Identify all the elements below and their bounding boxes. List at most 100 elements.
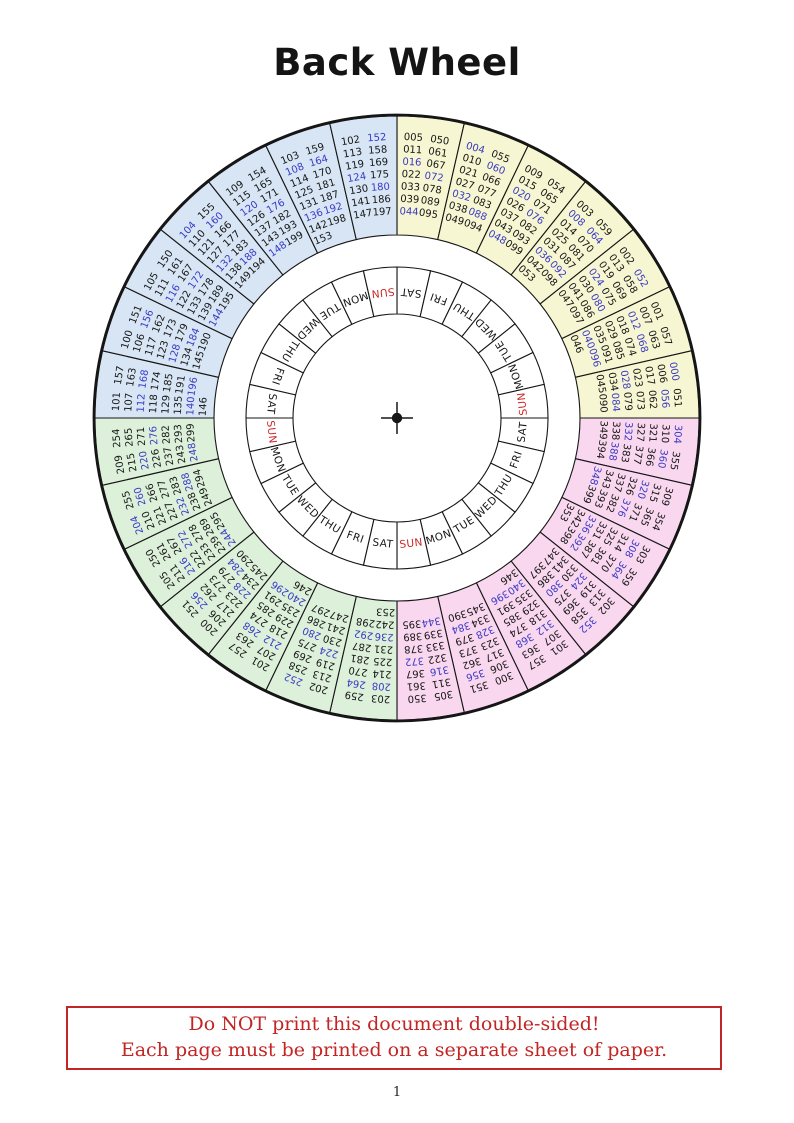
year-number: 372	[405, 655, 425, 667]
year-number: 276	[148, 426, 160, 446]
year-number: 373	[457, 643, 478, 659]
year-number: 384	[450, 619, 471, 635]
year-number: 027	[454, 176, 475, 192]
year-number: 332	[621, 422, 633, 442]
year-number: 283	[168, 475, 184, 496]
year-number: 265	[123, 427, 135, 447]
day-label: FRI	[428, 290, 449, 307]
year-number: 062	[646, 390, 658, 410]
year-number: 140	[185, 396, 197, 416]
year-number: 349	[597, 420, 609, 440]
year-number: 028	[618, 370, 632, 391]
year-number: 209	[113, 454, 127, 475]
year-number: 134	[179, 346, 195, 367]
year-number: 253	[376, 605, 396, 617]
year-number: 344	[421, 614, 442, 628]
year-number: 057	[657, 325, 673, 346]
year-number: 034	[605, 372, 619, 393]
year-number: 089	[420, 195, 441, 209]
year-number: 168	[137, 369, 151, 390]
year-number: 224	[318, 644, 339, 660]
year-number: 298	[355, 615, 376, 629]
year-number: 010	[461, 153, 482, 169]
year-number: 124	[346, 171, 367, 185]
year-number: 305	[433, 688, 454, 702]
year-number: 157	[113, 365, 127, 386]
year-number: 049	[444, 212, 465, 228]
year-number: 333	[425, 639, 446, 653]
year-number: 096	[586, 347, 602, 368]
year-number: 304	[671, 425, 683, 445]
calendar-back-wheel: 0050110160220330390440500610670720780890…	[92, 113, 702, 723]
year-number: 242	[375, 618, 395, 630]
year-number: 337	[611, 472, 627, 493]
year-number: 377	[631, 445, 645, 466]
year-number: 063	[645, 329, 661, 350]
year-number: 123	[155, 339, 171, 360]
year-number: 299	[185, 423, 197, 443]
year-number: 198	[326, 213, 347, 229]
day-label: SAT	[400, 285, 422, 299]
page-title: Back Wheel	[273, 41, 521, 84]
year-number: 247	[329, 608, 350, 624]
year-number: 170	[312, 165, 333, 181]
year-number: 309	[658, 486, 674, 507]
year-number: 023	[630, 367, 644, 388]
warning-box: Do NOT print this document double-sided!…	[66, 1006, 722, 1070]
year-number: 248	[187, 442, 201, 463]
year-number: 186	[371, 194, 391, 206]
year-number: 129	[160, 395, 172, 415]
year-number: 259	[344, 688, 365, 702]
year-number: 113	[342, 147, 363, 161]
year-number: 021	[458, 165, 479, 181]
year-number: 271	[136, 426, 148, 446]
year-number: 164	[308, 154, 329, 170]
year-number: 051	[671, 388, 683, 408]
year-number: 288	[180, 471, 196, 492]
year-number: 141	[351, 196, 372, 210]
year-number: 084	[609, 392, 621, 412]
year-number: 079	[621, 392, 633, 412]
year-number: 067	[426, 158, 447, 172]
year-number: 292	[354, 627, 375, 641]
year-number: 315	[647, 482, 663, 503]
wheel-outer-rim	[92, 113, 702, 723]
year-number: 255	[121, 489, 137, 510]
year-number: 294	[192, 467, 208, 488]
center-pivot-icon	[381, 402, 413, 434]
year-number: 236	[374, 630, 394, 642]
year-number: 362	[461, 655, 482, 671]
year-number: 187	[319, 189, 340, 205]
year-number: 185	[162, 373, 176, 394]
year-number: 220	[138, 450, 152, 471]
warning-line-1: Do NOT print this document double-sided!	[188, 1013, 600, 1035]
year-number: 202	[308, 679, 329, 695]
year-number: 175	[370, 169, 390, 181]
year-number: 073	[634, 391, 646, 411]
year-number: 112	[136, 393, 148, 413]
year-number: 146	[198, 397, 210, 417]
year-number: 293	[173, 424, 185, 444]
year-number: 100	[120, 329, 136, 350]
year-number: 287	[352, 639, 373, 653]
year-number: 107	[123, 393, 135, 413]
year-number: 360	[655, 448, 669, 469]
year-number: 163	[125, 367, 139, 388]
year-number: 169	[369, 157, 389, 169]
year-number: 152	[367, 132, 387, 144]
day-label: FRI	[269, 366, 286, 387]
year-number: 135	[173, 395, 185, 415]
year-number: 118	[148, 394, 160, 414]
year-number: 231	[374, 642, 394, 654]
day-cell	[362, 266, 398, 318]
year-number: 039	[400, 194, 420, 206]
year-number: 145	[191, 350, 207, 371]
year-number: 215	[126, 452, 140, 473]
year-number: 101	[111, 392, 123, 412]
year-number: 106	[132, 333, 148, 354]
year-number: 197	[372, 206, 392, 218]
year-number: 270	[348, 664, 369, 678]
warning-line-2: Each page must be printed on a separate …	[120, 1039, 668, 1061]
year-number: 214	[372, 667, 392, 679]
